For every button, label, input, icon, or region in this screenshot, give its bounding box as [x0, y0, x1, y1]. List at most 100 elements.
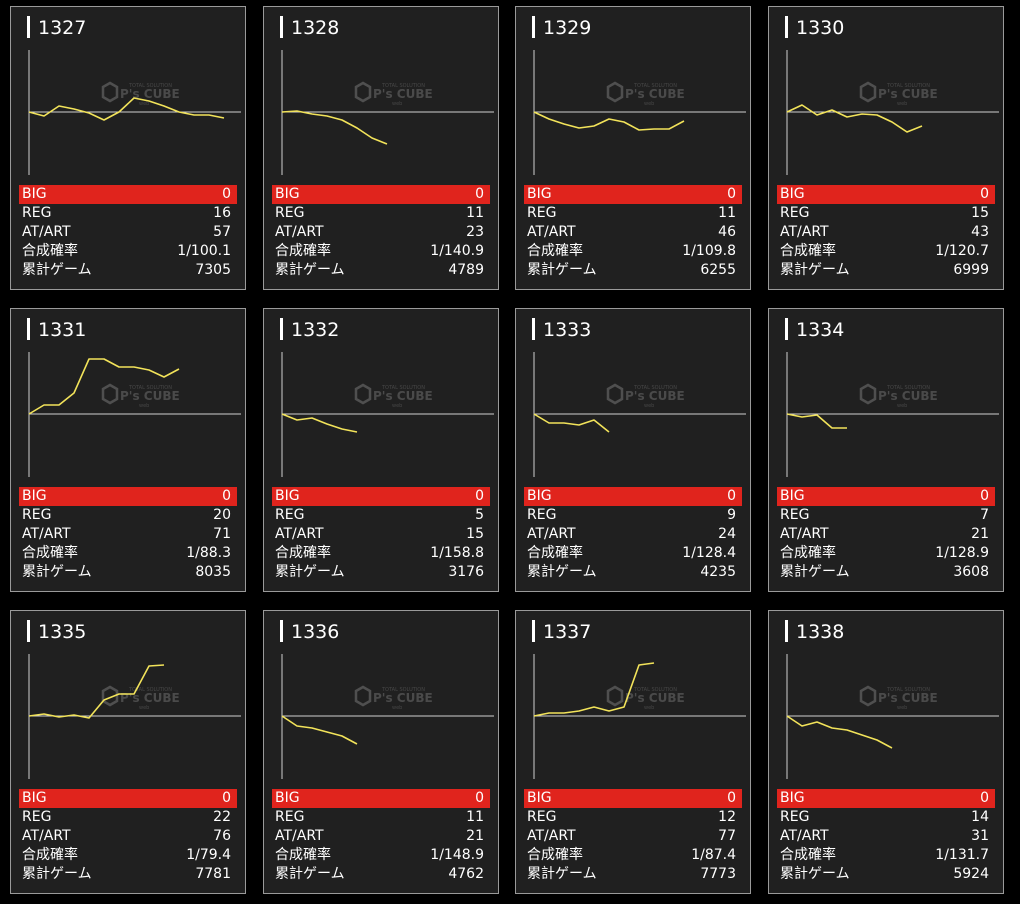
stat-label-at-art: AT/ART: [275, 525, 324, 544]
stat-value-combined-prob: 1/128.9: [935, 544, 989, 563]
stat-row-total-games: 累計ゲーム 4762: [272, 865, 490, 884]
stat-value-reg: 16: [213, 204, 231, 223]
stat-value-combined-prob: 1/158.8: [430, 544, 484, 563]
stat-label-big: BIG: [780, 185, 805, 204]
svg-text:web: web: [897, 403, 907, 409]
stats-table: BIG 0 REG 14 AT/ART 31 合成確率 1/131.7 累計ゲーム 5924: [777, 789, 995, 884]
stats-table: BIG 0 REG 9 AT/ART 24 合成確率 1/128.4 累計ゲーム 4235: [524, 487, 742, 582]
stat-row-total-games: 累計ゲーム 3176: [272, 563, 490, 582]
machine-card-1336[interactable]: TOTAL SOLUTION P's CUBE web 1336 BIG 0 REG 11 AT…: [263, 610, 499, 894]
stat-row-reg: REG 14: [777, 808, 995, 827]
stats-table: BIG 0 REG 11 AT/ART 21 合成確率 1/148.9 累計ゲーム 4762: [272, 789, 490, 884]
stat-row-total-games: 累計ゲーム 7781: [19, 865, 237, 884]
stat-label-total-games: 累計ゲーム: [780, 261, 850, 280]
stat-value-reg: 12: [718, 808, 736, 827]
svg-text:P's CUBE: P's CUBE: [878, 389, 938, 403]
svg-text:P's CUBE: P's CUBE: [120, 691, 180, 705]
title-accent-bar: [27, 318, 30, 340]
machine-card-1328[interactable]: TOTAL SOLUTION P's CUBE web 1328 BIG 0 REG 11 AT…: [263, 6, 499, 290]
machine-card-1337[interactable]: TOTAL SOLUTION P's CUBE web 1337 BIG 0 REG 12 AT…: [515, 610, 751, 894]
stat-row-at-art: AT/ART 46: [524, 223, 742, 242]
machine-card-1327[interactable]: TOTAL SOLUTION P's CUBE web 1327 BIG 0 REG 16 AT…: [10, 6, 246, 290]
stat-row-combined-prob: 合成確率 1/158.8: [272, 544, 490, 563]
stat-label-reg: REG: [780, 506, 809, 525]
stat-row-reg: REG 16: [19, 204, 237, 223]
stat-label-at-art: AT/ART: [527, 827, 576, 846]
stat-value-total-games: 6999: [953, 261, 989, 280]
stat-value-total-games: 7305: [195, 261, 231, 280]
stat-row-big: BIG 0: [777, 487, 995, 506]
stat-value-big: 0: [222, 185, 231, 204]
stat-label-combined-prob: 合成確率: [780, 242, 836, 261]
machine-card-1329[interactable]: TOTAL SOLUTION P's CUBE web 1329 BIG 0 REG 11 AT…: [515, 6, 751, 290]
stat-value-combined-prob: 1/79.4: [186, 846, 231, 865]
stat-value-combined-prob: 1/131.7: [935, 846, 989, 865]
machine-card-1331[interactable]: TOTAL SOLUTION P's CUBE web 1331 BIG 0 REG 20 AT…: [10, 308, 246, 592]
stat-row-combined-prob: 合成確率 1/120.7: [777, 242, 995, 261]
stat-value-total-games: 5924: [953, 865, 989, 884]
stat-value-big: 0: [475, 185, 484, 204]
stat-row-combined-prob: 合成確率 1/109.8: [524, 242, 742, 261]
stat-row-reg: REG 7: [777, 506, 995, 525]
stat-row-reg: REG 5: [272, 506, 490, 525]
stat-row-big: BIG 0: [272, 487, 490, 506]
stat-label-big: BIG: [527, 789, 552, 808]
cube-logo-icon: [861, 385, 875, 403]
stat-row-at-art: AT/ART 57: [19, 223, 237, 242]
svg-text:web: web: [139, 705, 149, 711]
stat-label-big: BIG: [275, 185, 300, 204]
svg-text:P's CUBE: P's CUBE: [120, 389, 180, 403]
pscube-watermark: TOTAL SOLUTIONP's CUBEweb: [103, 83, 180, 107]
stat-label-at-art: AT/ART: [780, 223, 829, 242]
stat-row-combined-prob: 合成確率 1/88.3: [19, 544, 237, 563]
stat-value-big: 0: [222, 789, 231, 808]
stat-row-total-games: 累計ゲーム 5924: [777, 865, 995, 884]
stats-table: BIG 0 REG 7 AT/ART 21 合成確率 1/128.9 累計ゲーム 3608: [777, 487, 995, 582]
stat-value-big: 0: [980, 789, 989, 808]
pscube-watermark: TOTAL SOLUTIONP's CUBEweb: [861, 687, 938, 711]
machine-number: 1334: [796, 319, 844, 341]
stat-value-total-games: 6255: [700, 261, 736, 280]
stat-label-combined-prob: 合成確率: [275, 846, 331, 865]
svg-text:P's CUBE: P's CUBE: [625, 389, 685, 403]
slump-line: [282, 414, 357, 432]
stat-label-big: BIG: [22, 185, 47, 204]
title-accent-bar: [532, 318, 535, 340]
stat-label-at-art: AT/ART: [527, 525, 576, 544]
stat-label-at-art: AT/ART: [22, 525, 71, 544]
stat-label-total-games: 累計ゲーム: [275, 261, 345, 280]
machine-card-1332[interactable]: TOTAL SOLUTION P's CUBE web 1332 BIG 0 REG 5 AT/…: [263, 308, 499, 592]
stat-label-combined-prob: 合成確率: [22, 544, 78, 563]
cube-logo-icon: [103, 385, 117, 403]
cube-logo-icon: [356, 83, 370, 101]
stat-label-at-art: AT/ART: [22, 223, 71, 242]
cube-logo-icon: [608, 83, 622, 101]
machine-card-1330[interactable]: TOTAL SOLUTION P's CUBE web 1330 BIG 0 REG 15 AT…: [768, 6, 1004, 290]
stat-label-total-games: 累計ゲーム: [527, 563, 597, 582]
stat-label-reg: REG: [275, 506, 304, 525]
stat-label-big: BIG: [275, 487, 300, 506]
stat-value-reg: 14: [971, 808, 989, 827]
stat-row-big: BIG 0: [777, 185, 995, 204]
stat-value-total-games: 7773: [700, 865, 736, 884]
stat-row-total-games: 累計ゲーム 7305: [19, 261, 237, 280]
stat-row-at-art: AT/ART 21: [777, 525, 995, 544]
cube-logo-icon: [103, 83, 117, 101]
stat-row-at-art: AT/ART 43: [777, 223, 995, 242]
stat-row-big: BIG 0: [19, 185, 237, 204]
machine-card-1333[interactable]: TOTAL SOLUTION P's CUBE web 1333 BIG 0 REG 9 AT/…: [515, 308, 751, 592]
stat-row-total-games: 累計ゲーム 7773: [524, 865, 742, 884]
stat-value-reg: 5: [475, 506, 484, 525]
stat-label-combined-prob: 合成確率: [780, 544, 836, 563]
machine-card-1334[interactable]: TOTAL SOLUTION P's CUBE web 1334 BIG 0 REG 7 AT/…: [768, 308, 1004, 592]
machine-card-1338[interactable]: TOTAL SOLUTION P's CUBE web 1338 BIG 0 REG 14 AT…: [768, 610, 1004, 894]
stat-label-big: BIG: [780, 487, 805, 506]
slump-line: [29, 98, 224, 120]
stat-value-total-games: 4235: [700, 563, 736, 582]
svg-text:web: web: [644, 101, 654, 107]
stat-value-combined-prob: 1/140.9: [430, 242, 484, 261]
title-accent-bar: [532, 16, 535, 38]
stats-table: BIG 0 REG 12 AT/ART 77 合成確率 1/87.4 累計ゲーム 7773: [524, 789, 742, 884]
machine-card-1335[interactable]: TOTAL SOLUTION P's CUBE web 1335 BIG 0 REG 22 AT…: [10, 610, 246, 894]
